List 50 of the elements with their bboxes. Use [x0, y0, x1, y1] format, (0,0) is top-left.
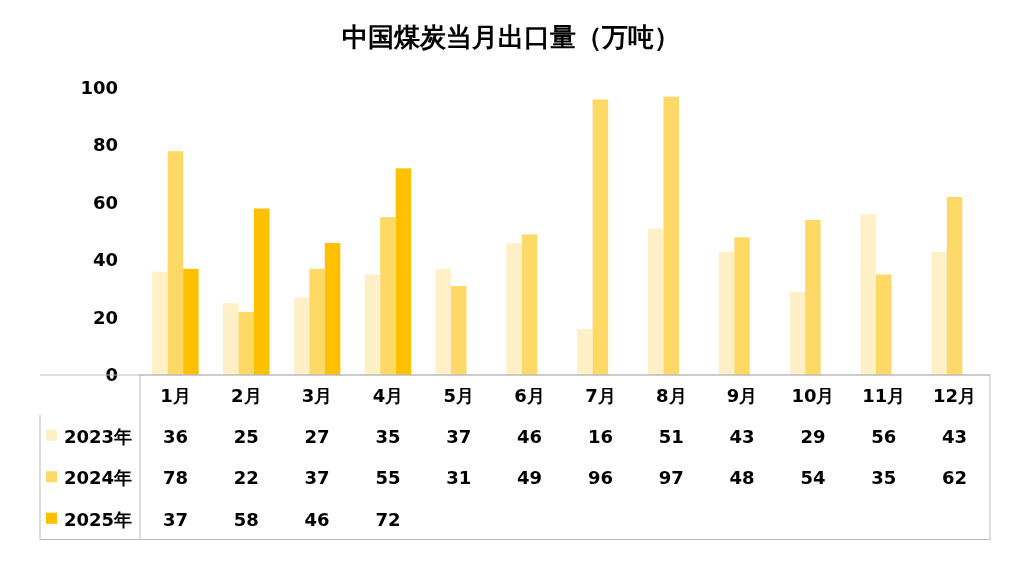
data-label: 36 — [162, 425, 188, 447]
data-label: 62 — [942, 467, 968, 489]
y-tick-label: 80 — [92, 134, 118, 156]
data-label: 58 — [233, 508, 259, 530]
x-tick-label: 7月 — [585, 385, 616, 406]
data-label: 55 — [375, 467, 401, 489]
data-label: 16 — [587, 425, 613, 447]
data-label: 54 — [800, 467, 826, 489]
data-label: 27 — [304, 425, 330, 447]
x-tick-label: 6月 — [514, 385, 545, 406]
data-label: 43 — [729, 425, 755, 447]
data-label: 49 — [517, 467, 543, 489]
x-tick-label: 11月 — [862, 385, 906, 406]
data-label: 78 — [162, 467, 188, 489]
data-label: 96 — [587, 467, 613, 489]
y-tick-label: 0 — [105, 364, 118, 385]
data-label: 22 — [233, 467, 259, 489]
data-label: 35 — [375, 425, 401, 447]
x-tick-label: 3月 — [301, 385, 333, 406]
x-tick-label: 4月 — [372, 385, 404, 406]
data-label: 97 — [658, 467, 684, 489]
x-tick-label: 1月 — [160, 385, 191, 406]
data-label: 51 — [658, 425, 684, 447]
data-label: 37 — [304, 467, 330, 489]
legend-label: 2025年 — [64, 508, 133, 530]
data-label: 56 — [871, 425, 897, 447]
x-tick-label: 5月 — [443, 385, 475, 406]
y-tick-label: 20 — [92, 306, 118, 328]
data-label: 35 — [871, 467, 897, 489]
x-tick-label: 2月 — [230, 385, 262, 406]
legend-label: 2023年 — [64, 425, 133, 447]
data-label: 29 — [800, 425, 826, 447]
x-tick-label: 9月 — [726, 385, 758, 406]
y-tick-label: 100 — [80, 77, 118, 98]
y-tick-label: 40 — [92, 249, 118, 271]
y-tick-label: 60 — [92, 191, 118, 213]
data-label: 46 — [517, 425, 543, 447]
data-label: 46 — [304, 508, 330, 530]
x-tick-label: 8月 — [655, 385, 687, 406]
data-label: 43 — [942, 425, 968, 447]
x-tick-label: 10月 — [791, 385, 835, 406]
data-label: 31 — [446, 467, 472, 489]
data-label: 48 — [729, 467, 755, 489]
chart-title: 中国煤炭当月出口量（万吨） — [341, 22, 680, 52]
data-label: 37 — [162, 508, 188, 530]
legend-label: 2024年 — [64, 467, 133, 489]
data-label: 25 — [233, 425, 259, 447]
x-tick-label: 12月 — [933, 385, 977, 406]
data-label: 37 — [446, 425, 472, 447]
data-label: 72 — [375, 508, 401, 530]
